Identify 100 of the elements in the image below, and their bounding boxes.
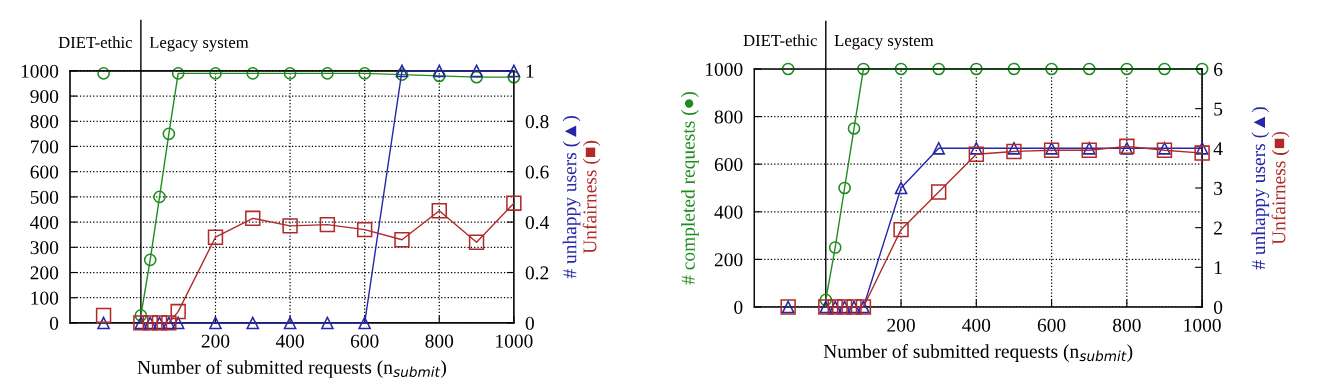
point	[969, 62, 983, 76]
point	[431, 203, 447, 219]
point	[171, 67, 185, 80]
point	[171, 316, 185, 330]
point	[819, 293, 833, 307]
point	[245, 210, 261, 227]
point	[246, 316, 260, 330]
point	[319, 216, 336, 233]
point	[894, 62, 908, 76]
point	[507, 70, 521, 84]
point	[1043, 142, 1060, 159]
x-axis-title: Number of submitted requests (n$_{submit}$)	[137, 359, 447, 378]
y-tick-label: 0	[734, 300, 743, 314]
point	[828, 241, 842, 254]
y2-tick-label: 5	[1214, 102, 1223, 116]
point	[932, 141, 946, 155]
point	[1045, 62, 1058, 76]
point	[847, 122, 861, 135]
x-tick-label: 1000	[496, 334, 533, 348]
text: # unhappy users (▲)	[1251, 107, 1270, 270]
point	[170, 303, 186, 320]
point	[283, 316, 297, 330]
text: Unfairness (■)	[582, 140, 601, 254]
point	[1006, 143, 1022, 160]
y-tick-label: 300	[30, 241, 59, 255]
y2-tick-label: 0.8	[525, 115, 549, 129]
y-axis-title: # completed requests (●)	[681, 91, 699, 285]
y-tick-label: 600	[714, 158, 743, 172]
point	[857, 62, 870, 76]
point	[283, 67, 297, 80]
y-tick-label: 0	[49, 316, 59, 330]
point	[95, 307, 112, 324]
y-tick-label: 200	[30, 266, 59, 280]
y2-tick-label: 2	[1214, 221, 1222, 235]
y-tick-label: 800	[714, 110, 743, 124]
y2-tick-label: 1	[526, 64, 534, 78]
point	[143, 253, 157, 267]
point	[1081, 142, 1097, 159]
y2-tick-label: 0.6	[525, 165, 549, 179]
y2-tick-label: 4	[1213, 142, 1223, 156]
point	[838, 181, 851, 195]
text: Legacy system	[149, 36, 249, 52]
point	[358, 67, 371, 80]
point	[134, 309, 148, 322]
point	[893, 221, 909, 238]
point	[968, 146, 985, 162]
point	[1120, 62, 1134, 76]
point	[781, 62, 795, 76]
y-tick-label: 100	[31, 291, 59, 305]
x-tick-label: 1000	[1184, 318, 1221, 332]
x-tick-label: 800	[425, 334, 454, 348]
point	[394, 232, 410, 248]
point	[207, 229, 224, 245]
text: DIET-ethic	[743, 34, 817, 47]
point	[1156, 142, 1173, 159]
point	[209, 67, 222, 80]
y-tick-label: 200	[714, 253, 743, 267]
point	[507, 64, 521, 78]
point	[1194, 145, 1210, 161]
y2-tick-label: 0	[525, 316, 534, 330]
point	[209, 316, 222, 330]
point	[432, 64, 446, 78]
y2-tick-label: 0.4	[525, 215, 549, 230]
x-axis-title: Number of submitted requests (n$_{submit}$)	[823, 344, 1133, 362]
point	[97, 67, 110, 80]
text: Legacy system	[834, 35, 934, 50]
point	[162, 127, 176, 141]
point	[932, 62, 946, 76]
point	[97, 316, 110, 330]
x-tick-label: 200	[887, 318, 915, 332]
point	[395, 68, 409, 81]
y2-tick-label: 0.2	[525, 266, 549, 280]
y2-tick-label: 0	[1213, 300, 1223, 314]
point	[470, 70, 483, 84]
point	[1007, 62, 1021, 76]
y2-tick-label: 1	[1214, 261, 1222, 275]
y-tick-label: 900	[30, 89, 59, 104]
y-tick-label: 400	[30, 215, 59, 230]
point	[1195, 141, 1209, 155]
point	[506, 195, 522, 211]
point	[321, 316, 334, 330]
point	[1158, 62, 1171, 76]
point	[468, 234, 485, 250]
x-tick-label: 400	[275, 334, 304, 348]
point	[246, 67, 260, 80]
point	[894, 181, 908, 195]
point	[358, 316, 371, 330]
point	[930, 184, 947, 200]
y-tick-label: 600	[30, 165, 59, 179]
y2-tick-label: 3	[1214, 181, 1223, 195]
point	[969, 141, 983, 155]
y2-tick-label: 6	[1214, 62, 1223, 76]
point	[1082, 62, 1096, 76]
y-tick-label: 700	[31, 140, 59, 154]
point	[1007, 141, 1021, 155]
text: Unfairness (■)	[1271, 131, 1290, 245]
y-tick-label: 800	[30, 115, 59, 129]
x-tick-label: 600	[1037, 318, 1066, 332]
x-tick-label: 400	[962, 318, 991, 332]
point	[153, 190, 166, 204]
